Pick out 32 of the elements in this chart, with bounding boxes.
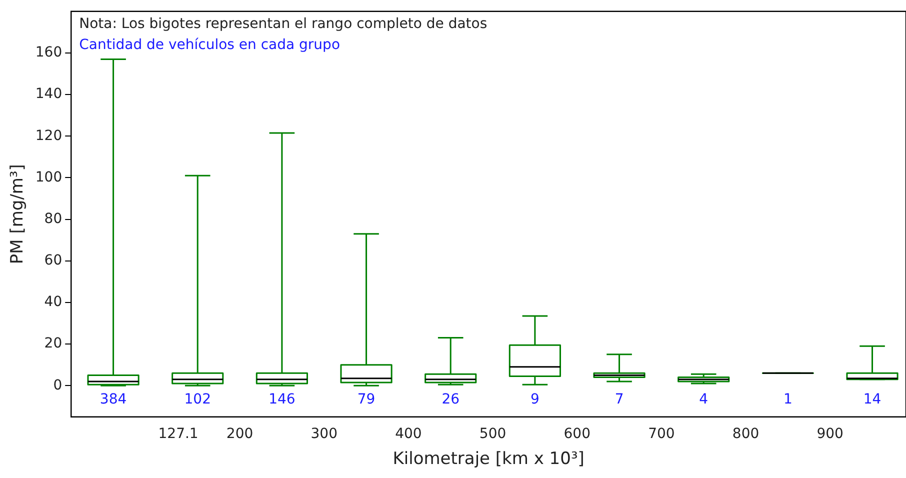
y-tick-label: 0 (53, 377, 62, 394)
x-tick-label: 400 (395, 426, 422, 442)
y-tick-label: 20 (44, 336, 62, 352)
x-tick-label: 300 (310, 426, 338, 442)
x-tick-label: 127.1 (158, 426, 198, 442)
y-tick-label: 140 (35, 86, 62, 102)
annotation: 384 (100, 391, 127, 408)
x-tick-label: 600 (564, 426, 590, 442)
y-tick-label: 60 (44, 252, 62, 269)
annotation: 1 (783, 391, 792, 408)
annotation: 79 (357, 391, 376, 408)
y-tick-label: 100 (35, 169, 62, 186)
annotation: 102 (184, 391, 211, 408)
x-axis-title: Kilometraje [km x 10³] (392, 449, 584, 470)
y-axis-title: PM [mg/m³] (8, 164, 28, 264)
x-tick-label: 200 (226, 426, 254, 442)
annotation: 4 (699, 391, 708, 408)
annotation: 9 (530, 391, 540, 408)
x-tick-label: 900 (816, 426, 844, 442)
annotation: 146 (268, 391, 296, 408)
y-tick-label: 120 (35, 128, 62, 144)
x-tick-label: 500 (479, 426, 506, 442)
annotation: 14 (863, 391, 882, 408)
y-tick-label: 160 (35, 44, 62, 61)
annotation: Cantidad de vehículos en cada grupo (79, 37, 340, 54)
x-tick-label: 700 (648, 426, 675, 442)
annotation: 7 (614, 391, 624, 408)
y-tick-label: 80 (44, 210, 62, 227)
x-tick-label: 800 (732, 426, 760, 442)
y-tick-label: 40 (44, 294, 62, 310)
annotation: Nota: Los bigotes representan el rango completo de datos (79, 16, 488, 32)
annotation: 26 (442, 391, 460, 408)
